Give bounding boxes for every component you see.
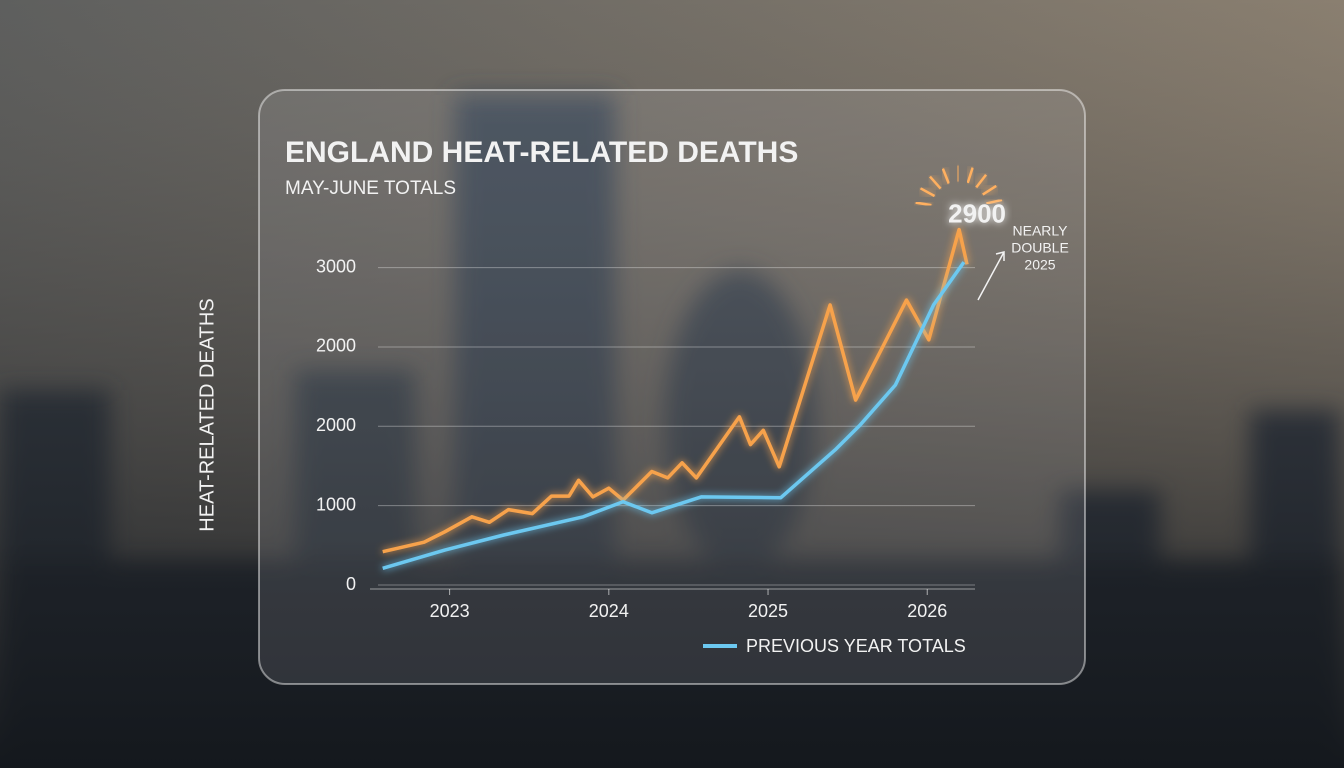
burst-ray	[915, 201, 932, 207]
y-tick-label: 2000	[316, 336, 356, 356]
x-tick-label: 2024	[589, 601, 629, 621]
annotation-arrow	[977, 251, 1005, 301]
series-line	[382, 227, 969, 554]
burst-ray	[956, 165, 960, 182]
x-tick-label: 2023	[430, 601, 470, 621]
x-tick-label: 2025	[748, 601, 788, 621]
burst-ray	[982, 184, 997, 196]
y-tick-label: 2000	[316, 415, 356, 435]
burst-ray	[919, 187, 936, 198]
series-line	[382, 261, 966, 570]
x-tick-label: 2026	[907, 601, 947, 621]
glass-panel	[258, 89, 1086, 685]
chart-subtitle: MAY-JUNE TOTALS	[285, 178, 456, 199]
annotation: NEARLY	[1013, 223, 1069, 239]
burst-ray	[941, 168, 950, 184]
y-axis-label: HEAT-RELATED DEATHS	[196, 298, 218, 531]
legend-label: PREVIOUS YEAR TOTALS	[746, 636, 966, 656]
chart-title: ENGLAND HEAT-RELATED DEATHS	[285, 136, 798, 169]
y-tick-label: 1000	[316, 494, 356, 514]
peak-label: 2900	[948, 198, 1006, 228]
burst-ray	[986, 198, 1003, 205]
y-tick-label: 3000	[316, 256, 356, 276]
annotation: DOUBLE	[1011, 240, 1069, 256]
annotation: 2025	[1024, 257, 1055, 273]
burst-ray	[929, 175, 942, 190]
burst-ray	[975, 173, 988, 189]
burst-ray	[966, 167, 974, 184]
y-tick-label: 0	[346, 574, 356, 594]
